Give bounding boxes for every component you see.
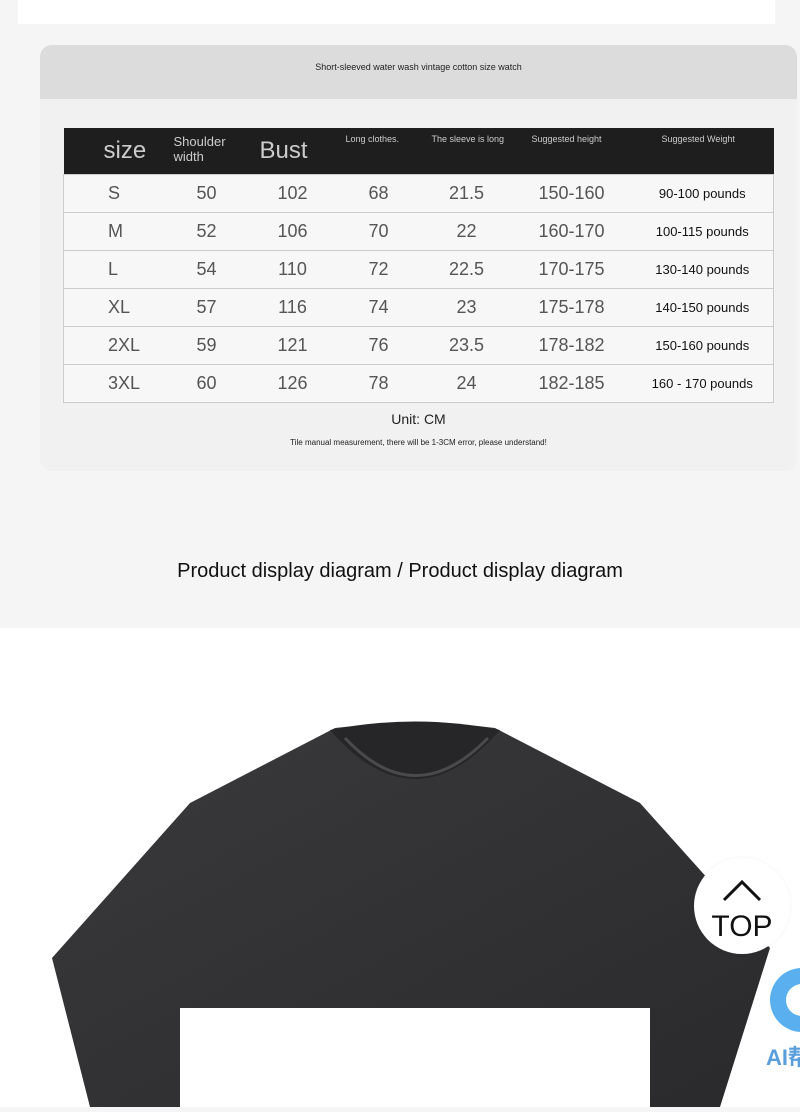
table-row: M 52 106 70 22 160-170 100-115 pounds bbox=[63, 212, 774, 251]
ai-label: AI帮 bbox=[766, 1045, 800, 1070]
table-cell: 160 - 170 pounds bbox=[631, 364, 774, 403]
column-header: Long clothes. bbox=[335, 128, 422, 175]
table-cell: L bbox=[63, 250, 164, 289]
ai-assistant-icon bbox=[770, 968, 800, 1032]
table-cell: XL bbox=[63, 288, 164, 327]
table-cell: 70 bbox=[335, 212, 422, 251]
table-cell: 76 bbox=[335, 326, 422, 365]
table-cell: 100-115 pounds bbox=[631, 212, 774, 251]
table-cell: 59 bbox=[163, 326, 250, 365]
column-header: The sleeve is long bbox=[421, 128, 512, 175]
table-cell: 68 bbox=[335, 174, 422, 213]
table-cell: 160-170 bbox=[511, 212, 632, 251]
table-cell: 54 bbox=[163, 250, 250, 289]
table-cell: 22.5 bbox=[421, 250, 512, 289]
table-cell: 23.5 bbox=[421, 326, 512, 365]
previous-section bbox=[18, 0, 775, 24]
table-cell: 110 bbox=[249, 250, 336, 289]
table-cell: 116 bbox=[249, 288, 336, 327]
table-row: L 54 110 72 22.5 170-175 130-140 pounds bbox=[63, 250, 774, 289]
tshirt-image bbox=[52, 721, 770, 1107]
table-row: XL 57 116 74 23 175-178 140-150 pounds bbox=[63, 288, 774, 327]
size-chart-card: Short-sleeved water wash vintage cotton … bbox=[40, 45, 797, 471]
table-cell: 60 bbox=[163, 364, 250, 403]
table-cell: 90-100 pounds bbox=[631, 174, 774, 213]
table-cell: 78 bbox=[335, 364, 422, 403]
unit-label: Unit: CM bbox=[391, 411, 446, 427]
column-header: size bbox=[63, 128, 164, 175]
table-cell: 102 bbox=[249, 174, 336, 213]
table-cell: 130-140 pounds bbox=[631, 250, 774, 289]
table-cell: 150-160 pounds bbox=[631, 326, 774, 365]
column-header: Suggested Weight bbox=[631, 128, 774, 175]
table-cell: M bbox=[63, 212, 164, 251]
size-table: size Shoulder width Bust Long clothes. The s… bbox=[63, 128, 774, 403]
table-cell: 22 bbox=[421, 212, 512, 251]
column-header: Suggested height bbox=[511, 128, 632, 175]
ai-assistant-button[interactable]: AI帮 bbox=[756, 960, 800, 1080]
table-cell: 52 bbox=[163, 212, 250, 251]
back-to-top-button[interactable]: TOP bbox=[694, 858, 790, 954]
table-cell: 23 bbox=[421, 288, 512, 327]
table-cell: 121 bbox=[249, 326, 336, 365]
table-cell: S bbox=[63, 174, 164, 213]
table-cell: 50 bbox=[163, 174, 250, 213]
table-cell: 57 bbox=[163, 288, 250, 327]
table-cell: 3XL bbox=[63, 364, 164, 403]
top-label: TOP bbox=[711, 910, 773, 943]
table-cell: 2XL bbox=[63, 326, 164, 365]
table-cell: 182-185 bbox=[511, 364, 632, 403]
section-title: Product display diagram / Product displa… bbox=[177, 560, 623, 582]
measurement-note: Tile manual measurement, there will be 1… bbox=[290, 438, 547, 447]
product-photo bbox=[0, 628, 800, 1107]
table-cell: 21.5 bbox=[421, 174, 512, 213]
size-chart-title: Short-sleeved water wash vintage cotton … bbox=[40, 45, 797, 99]
table-cell: 178-182 bbox=[511, 326, 632, 365]
table-row: 3XL 60 126 78 24 182-185 160 - 170 pounds bbox=[63, 364, 774, 403]
table-cell: 72 bbox=[335, 250, 422, 289]
table-cell: 106 bbox=[249, 212, 336, 251]
table-cell: 74 bbox=[335, 288, 422, 327]
table-cell: 170-175 bbox=[511, 250, 632, 289]
table-cell: 126 bbox=[249, 364, 336, 403]
table-cell: 24 bbox=[421, 364, 512, 403]
table-row: 2XL 59 121 76 23.5 178-182 150-160 pounds bbox=[63, 326, 774, 365]
table-cell: 140-150 pounds bbox=[631, 288, 774, 327]
table-cell: 175-178 bbox=[511, 288, 632, 327]
column-header: Bust bbox=[249, 128, 336, 175]
table-cell: 150-160 bbox=[511, 174, 632, 213]
column-header: Shoulder width bbox=[163, 128, 250, 175]
table-row: S 50 102 68 21.5 150-160 90-100 pounds bbox=[63, 174, 774, 213]
chevron-up-icon bbox=[722, 879, 762, 902]
